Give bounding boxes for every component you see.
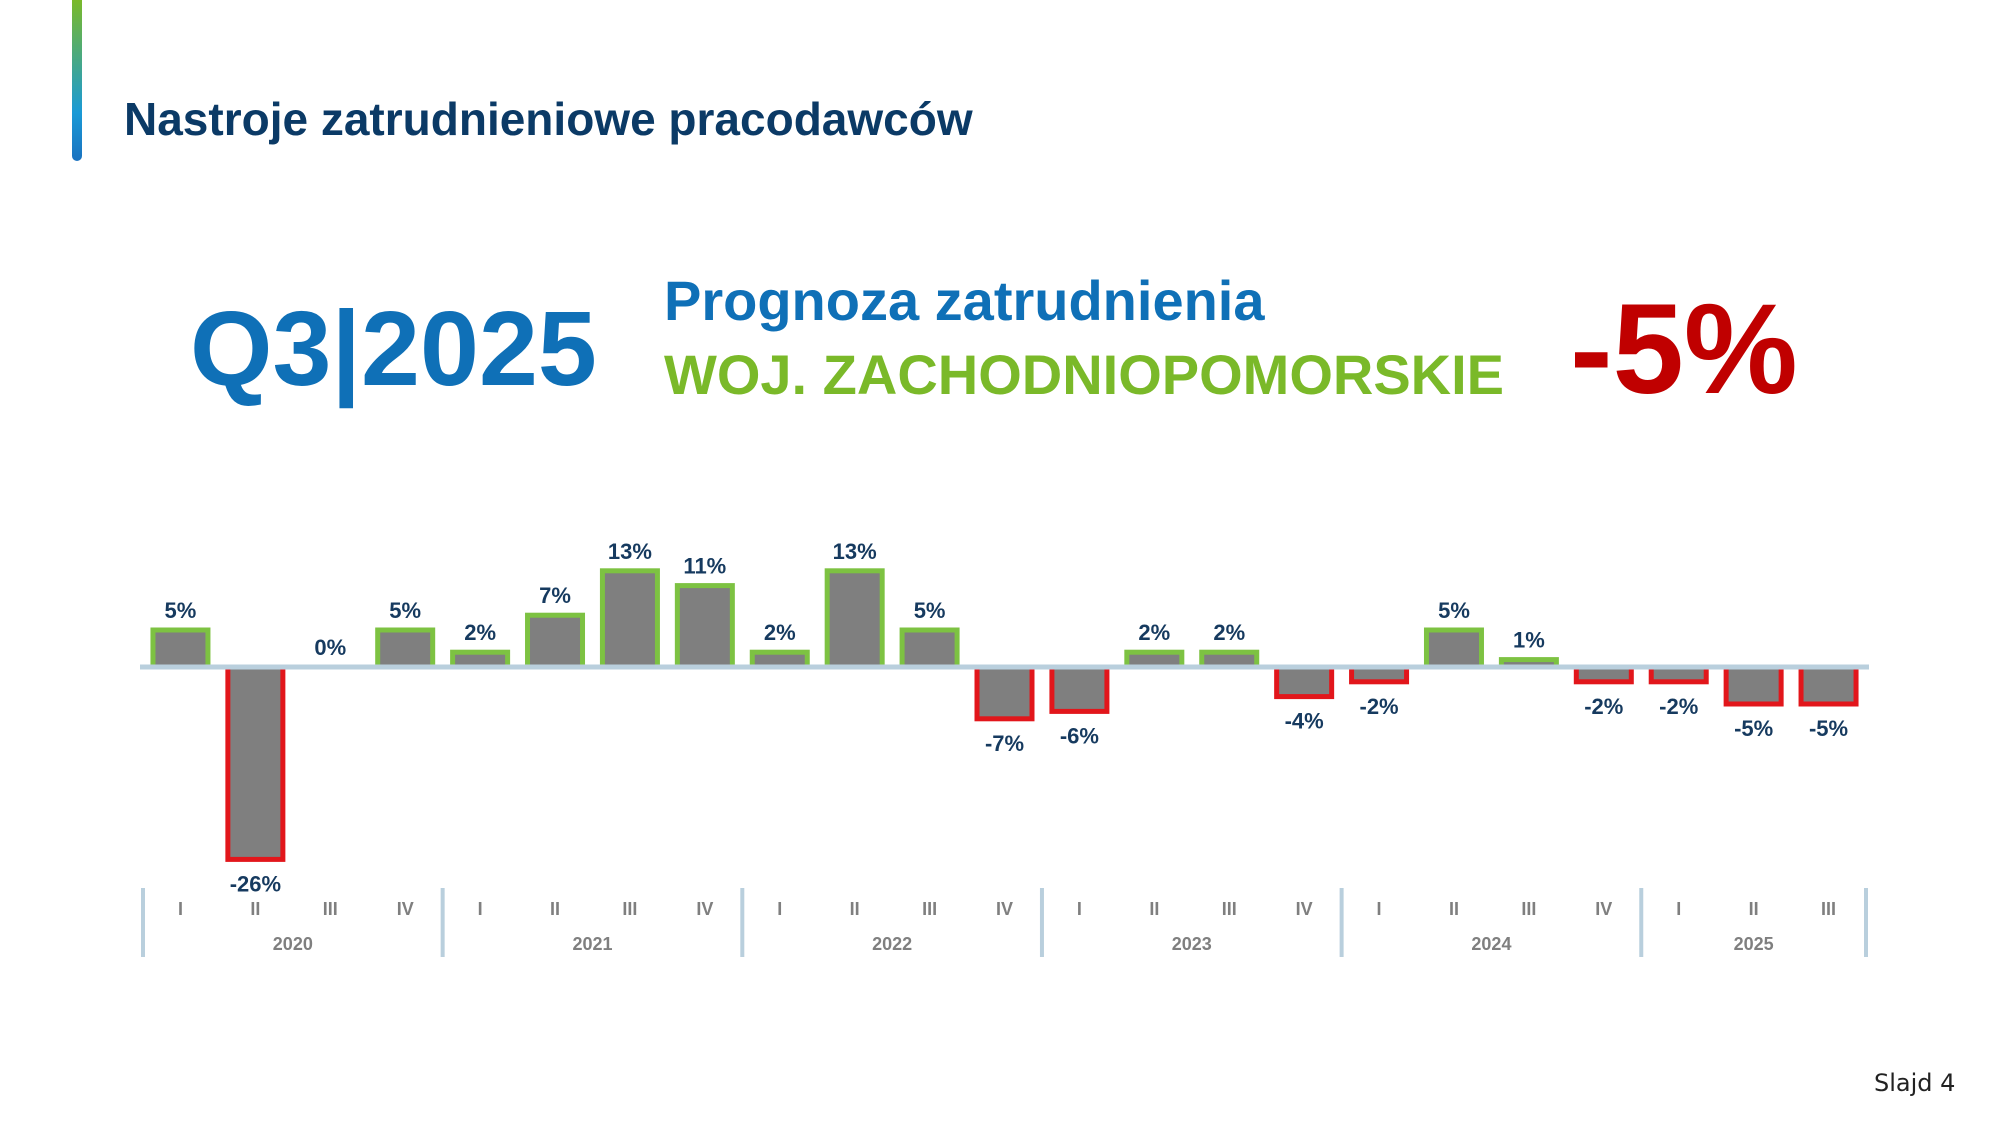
data-label: 0% xyxy=(314,635,346,660)
data-label: -7% xyxy=(985,731,1024,756)
year-label: 2021 xyxy=(572,934,612,954)
data-label: 11% xyxy=(683,554,726,579)
bar xyxy=(150,627,211,670)
data-label: 5% xyxy=(389,598,421,623)
bar xyxy=(899,627,960,670)
bar xyxy=(225,664,286,862)
quarter-tick-label: II xyxy=(850,899,860,919)
data-label: 2% xyxy=(464,620,496,645)
data-label: -2% xyxy=(1360,694,1399,719)
quarter-tick-label: II xyxy=(1149,899,1159,919)
year-label: 2023 xyxy=(1172,934,1212,954)
bar xyxy=(599,568,660,670)
quarter-tick-label: III xyxy=(1222,899,1237,919)
year-label: 2022 xyxy=(872,934,912,954)
quarter-tick-label: III xyxy=(1821,899,1836,919)
bar xyxy=(1798,664,1859,707)
quarter-tick-label: IV xyxy=(696,899,713,919)
data-label: 7% xyxy=(539,583,571,608)
year-label: 2025 xyxy=(1734,934,1774,954)
data-label: 5% xyxy=(1438,598,1470,623)
data-label: -5% xyxy=(1809,716,1848,741)
quarter-tick-label: III xyxy=(922,899,937,919)
quarter-tick-label: II xyxy=(550,899,560,919)
quarter-heading: Q3|2025 xyxy=(190,290,597,408)
quarter-tick-label: I xyxy=(478,899,483,919)
data-label: 2% xyxy=(764,620,796,645)
quarter-tick-label: I xyxy=(1377,899,1382,919)
quarter-tick-label: IV xyxy=(1595,899,1612,919)
bar xyxy=(1723,664,1784,707)
region-label: WOJ. ZACHODNIOPOMORSKIE xyxy=(664,343,1505,406)
data-label: -5% xyxy=(1734,716,1773,741)
bar xyxy=(1049,664,1110,714)
data-label: 2% xyxy=(1213,620,1245,645)
data-label: 2% xyxy=(1138,620,1170,645)
quarter-tick-label: IV xyxy=(397,899,414,919)
data-label: -4% xyxy=(1285,709,1324,734)
title-accent-bar xyxy=(72,0,82,161)
data-label: -2% xyxy=(1659,694,1698,719)
slide-number: Slajd 4 xyxy=(1874,1069,1956,1097)
employment-outlook-chart: 5% -26% 0% 5% 2% 7% 13% 11% 2% 13% 5% -7% -6% 2% 2% -4%… xyxy=(140,539,1869,957)
quarter-tick-label: III xyxy=(323,899,338,919)
quarter-tick-label: II xyxy=(1749,899,1759,919)
data-label: 13% xyxy=(833,539,877,564)
bar xyxy=(824,568,885,670)
bar xyxy=(525,612,586,670)
forecast-value: -5% xyxy=(1570,278,1798,421)
quarter-tick-label: IV xyxy=(996,899,1013,919)
bar xyxy=(974,664,1035,722)
data-label: 5% xyxy=(165,598,197,623)
quarter-tick-label: II xyxy=(1449,899,1459,919)
data-label: -6% xyxy=(1060,723,1099,748)
data-label: 1% xyxy=(1513,628,1545,653)
quarter-tick-label: I xyxy=(1077,899,1082,919)
page-title: Nastroje zatrudnieniowe pracodawców xyxy=(124,93,973,145)
quarter-tick-label: III xyxy=(1521,899,1536,919)
data-label: -26% xyxy=(230,871,281,896)
bar xyxy=(1274,664,1335,700)
year-label: 2020 xyxy=(273,934,313,954)
quarter-tick-label: III xyxy=(622,899,637,919)
quarter-tick-label: IV xyxy=(1296,899,1313,919)
bar xyxy=(674,583,735,670)
quarter-tick-label: II xyxy=(250,899,260,919)
quarter-tick-label: I xyxy=(178,899,183,919)
bar xyxy=(375,627,436,670)
quarter-tick-label: I xyxy=(1676,899,1681,919)
data-label: -2% xyxy=(1584,694,1623,719)
quarter-tick-label: I xyxy=(777,899,782,919)
forecast-label: Prognoza zatrudnienia xyxy=(664,269,1265,332)
data-label: 5% xyxy=(914,598,946,623)
year-label: 2024 xyxy=(1471,934,1511,954)
bar xyxy=(1423,627,1484,670)
data-label: 13% xyxy=(608,539,652,564)
